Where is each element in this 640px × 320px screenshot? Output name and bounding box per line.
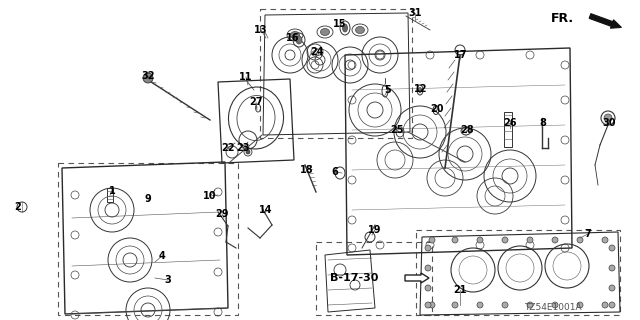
- Text: 17: 17: [454, 50, 468, 60]
- Text: 16: 16: [286, 33, 300, 43]
- Text: 1: 1: [109, 186, 115, 196]
- Text: 25: 25: [390, 125, 404, 135]
- Text: 20: 20: [430, 104, 444, 114]
- Text: 22: 22: [221, 143, 235, 153]
- Circle shape: [477, 302, 483, 308]
- Text: 19: 19: [368, 225, 381, 235]
- Circle shape: [425, 265, 431, 271]
- Ellipse shape: [342, 24, 348, 32]
- Text: B-17-30: B-17-30: [330, 273, 378, 283]
- Text: 18: 18: [300, 165, 314, 175]
- Circle shape: [452, 302, 458, 308]
- Circle shape: [527, 302, 533, 308]
- Circle shape: [425, 302, 431, 308]
- Circle shape: [477, 237, 483, 243]
- Bar: [416, 230, 620, 315]
- Bar: [107, 188, 113, 202]
- Ellipse shape: [355, 27, 365, 34]
- Text: 26: 26: [503, 118, 516, 128]
- Text: 11: 11: [239, 72, 253, 82]
- Circle shape: [425, 245, 431, 251]
- Bar: [316, 242, 432, 315]
- Text: 5: 5: [385, 85, 392, 95]
- Text: 14: 14: [259, 205, 273, 215]
- Circle shape: [604, 114, 612, 122]
- Circle shape: [246, 150, 250, 154]
- Circle shape: [602, 302, 608, 308]
- Ellipse shape: [321, 28, 330, 36]
- Ellipse shape: [291, 31, 300, 38]
- FancyArrow shape: [405, 273, 429, 283]
- Text: 15: 15: [333, 19, 347, 29]
- Text: 23: 23: [236, 143, 250, 153]
- Text: 21: 21: [453, 285, 467, 295]
- Circle shape: [502, 302, 508, 308]
- Text: 31: 31: [408, 8, 422, 18]
- Bar: [58, 163, 238, 315]
- Text: 29: 29: [215, 209, 228, 219]
- Text: TZ54E1001A: TZ54E1001A: [524, 303, 582, 312]
- Circle shape: [429, 302, 435, 308]
- Circle shape: [502, 237, 508, 243]
- Circle shape: [527, 237, 533, 243]
- Text: 8: 8: [540, 118, 547, 128]
- Circle shape: [552, 302, 558, 308]
- Circle shape: [425, 285, 431, 291]
- Circle shape: [552, 237, 558, 243]
- Text: 7: 7: [584, 229, 591, 239]
- Text: 30: 30: [602, 118, 616, 128]
- Text: 27: 27: [249, 97, 263, 107]
- Text: 6: 6: [332, 167, 339, 177]
- Circle shape: [143, 73, 153, 83]
- Circle shape: [609, 265, 615, 271]
- Bar: [504, 112, 512, 147]
- Ellipse shape: [296, 36, 302, 44]
- Text: 24: 24: [310, 47, 324, 57]
- Text: 13: 13: [254, 25, 268, 35]
- Text: 9: 9: [145, 194, 152, 204]
- Text: 2: 2: [15, 202, 21, 212]
- Text: 4: 4: [159, 251, 165, 261]
- Text: 32: 32: [141, 71, 155, 81]
- Circle shape: [609, 285, 615, 291]
- Text: 10: 10: [204, 191, 217, 201]
- Circle shape: [577, 302, 583, 308]
- Ellipse shape: [419, 87, 422, 92]
- Circle shape: [429, 237, 435, 243]
- Text: 12: 12: [414, 84, 428, 94]
- Circle shape: [602, 237, 608, 243]
- Circle shape: [609, 302, 615, 308]
- Bar: [260, 9, 412, 138]
- Circle shape: [577, 237, 583, 243]
- Circle shape: [609, 245, 615, 251]
- Circle shape: [452, 237, 458, 243]
- FancyArrow shape: [589, 14, 621, 28]
- Text: FR.: FR.: [551, 12, 574, 25]
- Text: 28: 28: [460, 125, 474, 135]
- Text: 3: 3: [164, 275, 172, 285]
